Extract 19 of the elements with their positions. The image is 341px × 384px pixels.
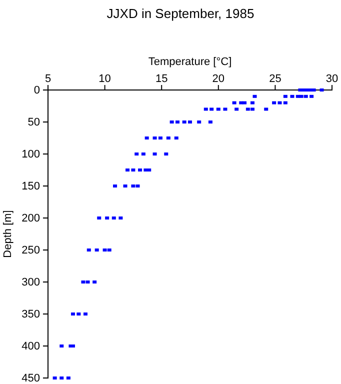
x-tick-label: 10 bbox=[98, 73, 111, 85]
x-tick-label: 5 bbox=[44, 73, 52, 85]
x-tick-label: 20 bbox=[212, 73, 225, 85]
y-tick-label: 300 bbox=[22, 276, 40, 289]
x-axis-title: Temperature [°C] bbox=[148, 56, 232, 68]
y-tick-label: 400 bbox=[22, 340, 40, 353]
x-tick-label: 25 bbox=[269, 73, 282, 85]
x-tick-label: 15 bbox=[155, 73, 168, 85]
chart-title: JJXD in September, 1985 bbox=[106, 6, 254, 21]
y-tick-label: 100 bbox=[22, 148, 40, 161]
y-tick-label: 350 bbox=[22, 308, 40, 321]
x-tick-label: 30 bbox=[326, 73, 338, 85]
y-tick-label: 200 bbox=[22, 212, 40, 225]
y-tick-label: 0 bbox=[34, 84, 40, 97]
y-tick-label: 450 bbox=[22, 372, 40, 384]
y-tick-label: 50 bbox=[28, 116, 40, 129]
y-tick-label: 250 bbox=[22, 244, 40, 257]
y-axis-title: Depth [m] bbox=[2, 210, 14, 258]
y-tick-label: 150 bbox=[22, 180, 40, 193]
